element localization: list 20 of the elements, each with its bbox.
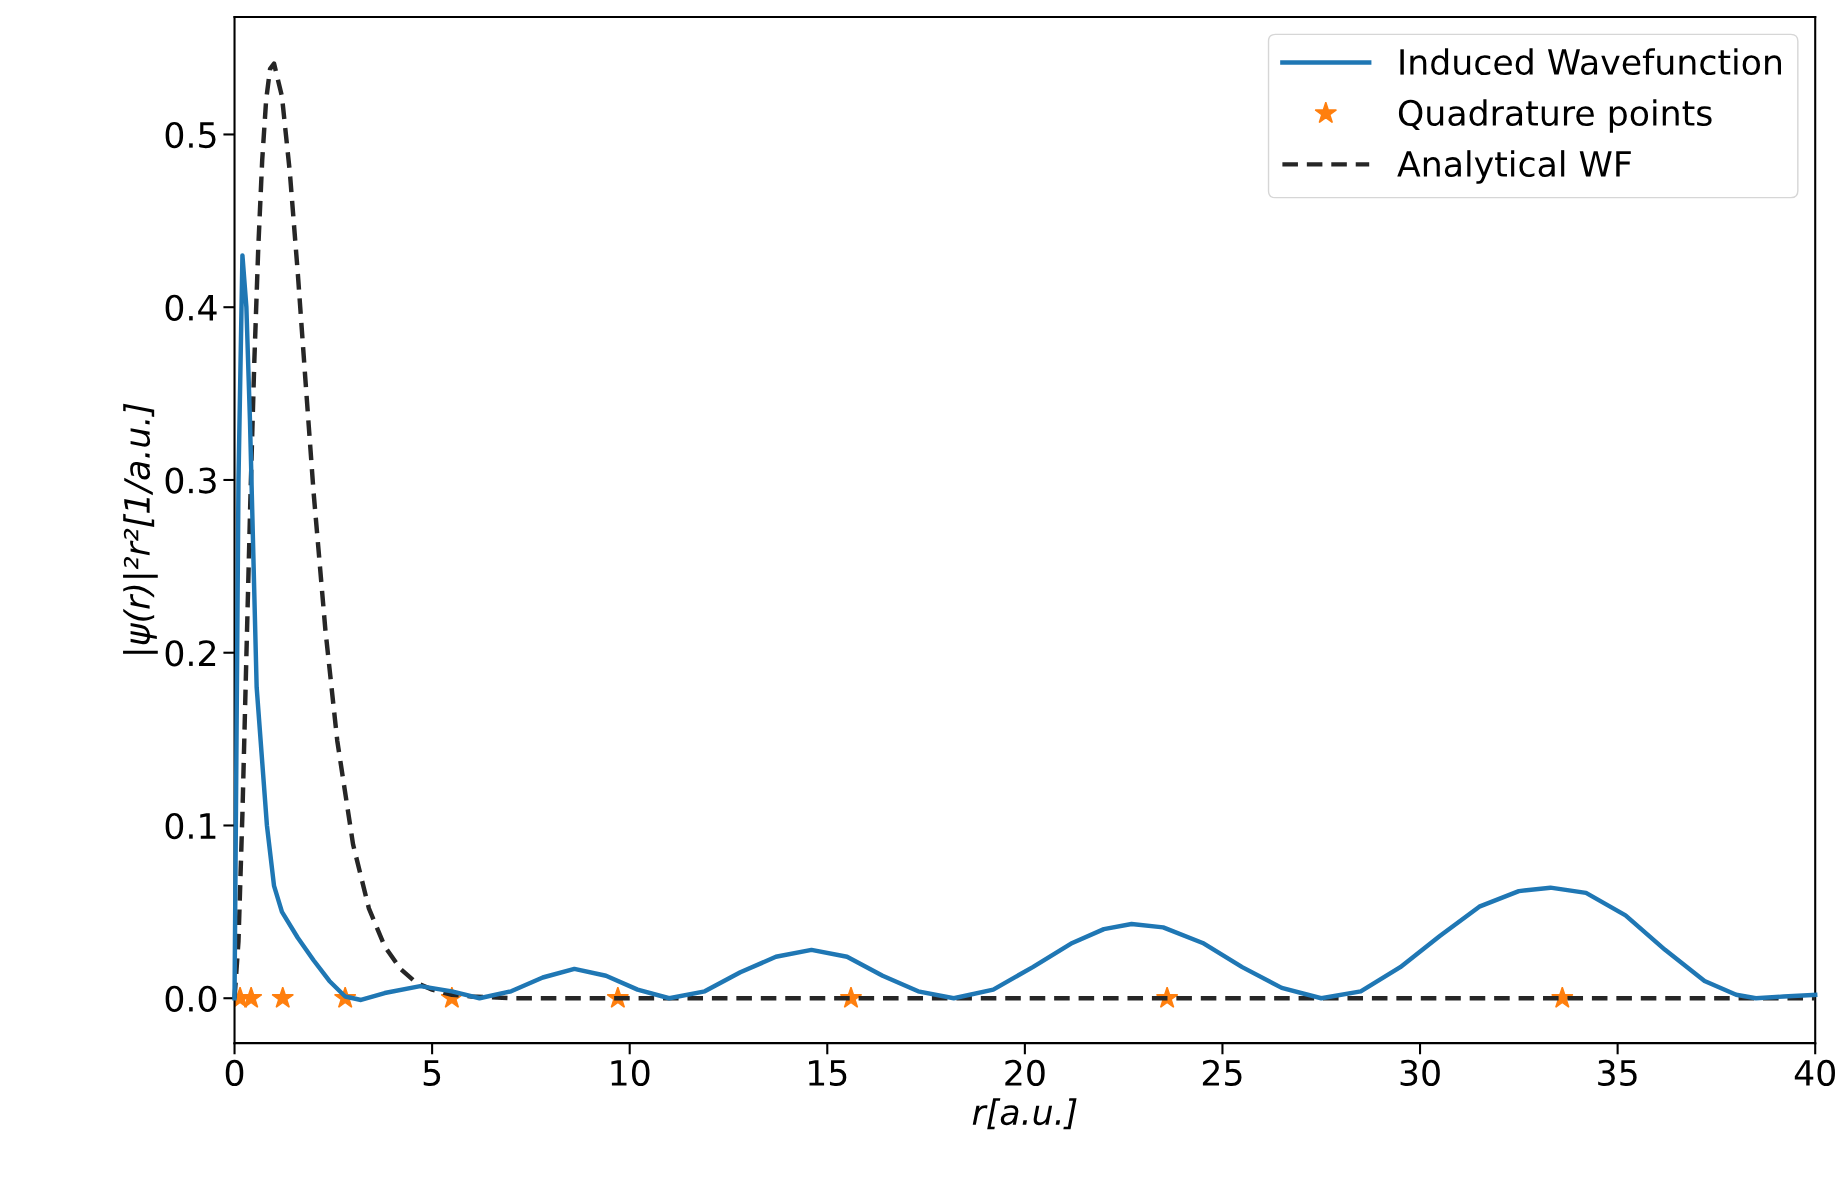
x-tick-label: 20 xyxy=(1005,1059,1045,1086)
x-tick-label: 40 xyxy=(1794,1059,1835,1086)
y-tick-label: 0.3 xyxy=(165,467,216,494)
y-axis-title: |ψ(r)|²r²[1/a.u.] xyxy=(123,403,158,654)
x-tick-label: 15 xyxy=(809,1060,847,1086)
x-tick-label: 10 xyxy=(611,1059,650,1086)
legend-label: Induced Wavefunction xyxy=(1400,48,1781,76)
y-tick-label: 0.0 xyxy=(165,985,217,1012)
y-tick-label: 0.5 xyxy=(165,121,216,149)
x-tick-label: 0 xyxy=(225,1059,244,1086)
legend-label: Quadrature points xyxy=(1398,99,1712,133)
x-tick-label: 35 xyxy=(1598,1059,1637,1086)
x-axis-title: r[a.u.] xyxy=(972,1098,1077,1130)
x-tick-label: 25 xyxy=(1202,1059,1242,1086)
legend-label: Analytical WF xyxy=(1397,150,1631,184)
x-tick-label: 30 xyxy=(1400,1059,1440,1086)
x-tick-label: 5 xyxy=(423,1060,441,1086)
y-tick-label: 0.4 xyxy=(165,294,217,321)
y-tick-label: 0.2 xyxy=(165,640,216,667)
y-tick-label: 0.1 xyxy=(165,812,216,840)
